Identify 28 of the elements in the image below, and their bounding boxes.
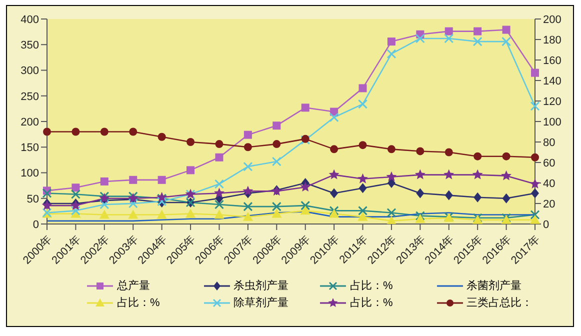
y-tick-label: 400 [20,14,39,26]
y-tick-label: 50 [26,193,39,206]
y-tick-label: 300 [20,65,39,78]
legend-label: 杀菌剂产量 [466,278,522,293]
legend-label: 占比：% [350,279,393,293]
legend-label: 三类占总比： [466,296,532,310]
y-tick-label: 0 [32,218,39,231]
y2-tick-label: 60 [543,157,556,170]
y-tick-label: 150 [20,142,39,154]
y2-tick-label: 0 [543,218,550,231]
legend-label: 总产量 [117,278,150,293]
y2-tick-label: 120 [543,96,562,108]
y2-tick-label: 180 [543,34,562,46]
y-tick-label: 350 [20,40,39,52]
y2-tick-label: 200 [543,14,562,26]
y2-tick-label: 40 [543,178,556,190]
legend-label: 杀虫剂产量 [234,278,288,293]
y2-tick-label: 80 [543,136,556,149]
y2-tick-label: 160 [543,54,562,67]
y-tick-label: 100 [20,168,39,180]
y2-tick-label: 100 [543,116,562,128]
legend-label: 占比：% [117,296,160,310]
y-tick-label: 200 [20,116,39,128]
legend-label: 除草剂产量 [234,296,288,310]
y-tick-label: 250 [20,90,39,103]
y2-tick-label: 140 [543,75,562,88]
legend-label: 占比：% [350,296,393,310]
y2-tick-label: 20 [543,198,556,210]
